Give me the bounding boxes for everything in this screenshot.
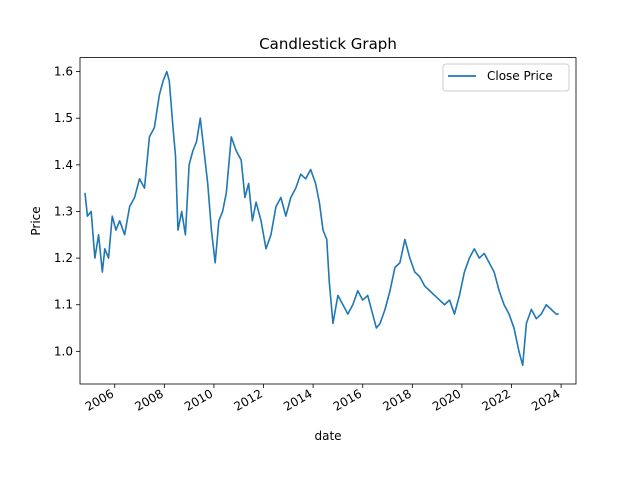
- y-tick-label: 1.1: [54, 298, 73, 312]
- x-tick-label: 2016: [331, 386, 364, 413]
- y-axis-label: Price: [29, 206, 43, 235]
- y-tick-label: 1.3: [54, 204, 73, 218]
- x-tick-label: 2006: [83, 386, 116, 413]
- x-tick-label: 2008: [132, 386, 165, 413]
- y-axis: 1.0 1.1 1.2 1.3 1.4 1.5 1.6: [54, 65, 80, 358]
- chart-title: Candlestick Graph: [259, 35, 397, 53]
- legend: Close Price: [442, 63, 570, 92]
- y-tick-label: 1.2: [54, 251, 73, 265]
- x-tick-label: 2024: [529, 386, 562, 413]
- x-tick-label: 2012: [232, 386, 265, 413]
- plot-frame: [79, 57, 577, 385]
- x-tick-label: 2020: [430, 386, 463, 413]
- y-tick-label: 1.4: [54, 158, 73, 172]
- series-line-close-price: [84, 70, 559, 367]
- x-tick-label: 2018: [380, 386, 413, 413]
- y-tick-label: 1.5: [54, 111, 73, 125]
- x-tick-label: 2014: [281, 386, 314, 413]
- x-axis: 2006 2008 2010 2012 2014 2016 2018 2020 2022 2024: [83, 384, 563, 414]
- x-tick-label: 2022: [480, 386, 513, 413]
- x-axis-label: date: [314, 429, 341, 443]
- legend-label-close-price: Close Price: [487, 69, 553, 83]
- y-tick-label: 1.0: [54, 344, 73, 358]
- legend-box: [442, 63, 570, 92]
- x-tick-label: 2010: [182, 386, 215, 413]
- series-layer: [84, 70, 559, 367]
- y-tick-label: 1.6: [54, 65, 73, 79]
